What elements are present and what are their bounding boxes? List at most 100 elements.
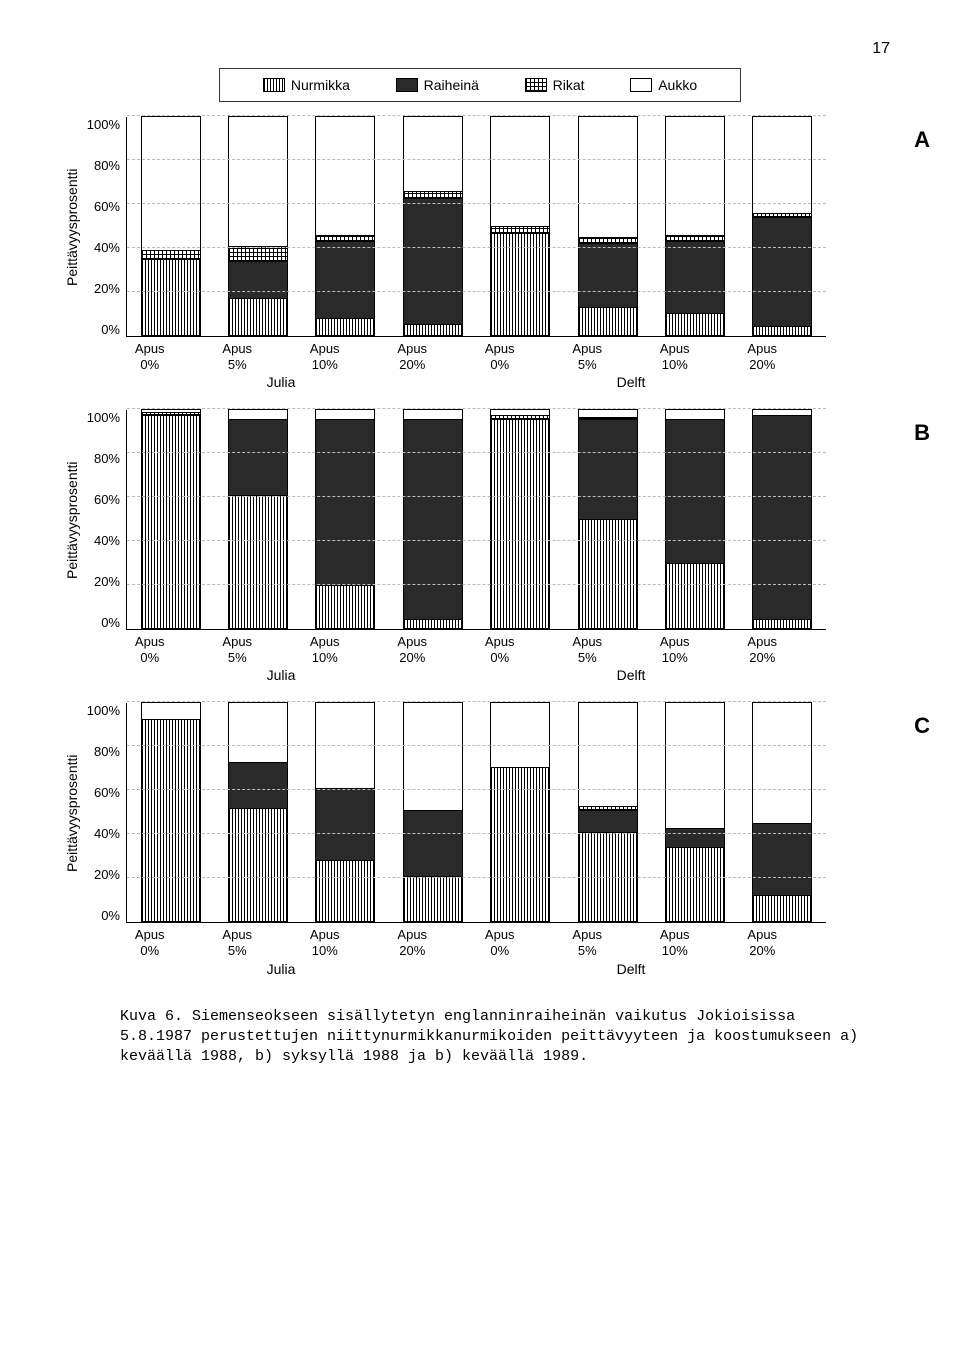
legend-item-aukko: Aukko [630,77,697,93]
segment-nurmikka [753,326,811,335]
stacked-bar [228,702,288,922]
y-tick: 0% [80,615,120,630]
stacked-bar [578,409,638,629]
segment-aukko [142,703,200,718]
segment-raiheina [666,828,724,848]
stacked-bar [141,116,201,336]
segment-aukko [404,410,462,419]
segment-nurmikka [666,563,724,628]
panel-label: B [914,420,930,446]
segment-aukko [491,703,549,766]
bar-group [651,410,738,629]
y-tick: 40% [80,533,120,548]
segment-nurmikka [666,313,724,335]
x-tick-label: Apus0% [106,630,194,665]
stacked-bar [578,702,638,922]
bar-group [302,117,389,336]
y-axis-ticks: 100%80%60%40%20%0% [80,410,126,630]
swatch-raiheina [396,78,418,92]
segment-raiheina [666,241,724,313]
stacked-bar [752,702,812,922]
bar-group [739,117,826,336]
x-tick-label: Apus10% [631,337,719,372]
bar-group [389,117,476,336]
grid-line [127,247,826,248]
stacked-bar [141,702,201,922]
y-tick: 100% [80,117,120,132]
y-tick: 60% [80,785,120,800]
segment-aukko [753,703,811,823]
y-tick: 80% [80,451,120,466]
segment-raiheina [404,198,462,324]
segment-nurmikka [229,808,287,921]
segment-nurmikka [142,259,200,335]
chart-panel-A: APeittävyysprosentti100%80%60%40%20%0%Ap… [30,117,930,390]
bar-group [214,703,301,922]
segment-aukko [404,117,462,191]
stacked-bar [315,409,375,629]
y-tick: 20% [80,574,120,589]
legend-label: Aukko [658,77,697,93]
bar-group [389,703,476,922]
x-tick-label: Apus10% [631,630,719,665]
segment-aukko [666,410,724,419]
y-axis-label: Peittävyysprosentti [60,703,80,923]
stacked-bar [141,409,201,629]
swatch-nurmikka [263,78,285,92]
y-tick: 100% [80,703,120,718]
segment-raiheina [753,415,811,620]
segment-raiheina [229,261,287,298]
x-tick-label: Apus20% [719,630,807,665]
segment-nurmikka [142,415,200,629]
segment-aukko [316,410,374,419]
stacked-bar [315,116,375,336]
segment-aukko [404,703,462,810]
x-tick-label: Apus20% [719,923,807,958]
segment-raiheina [316,419,374,585]
bar-group [651,703,738,922]
legend-item-raiheina: Raiheinä [396,77,479,93]
y-tick: 20% [80,281,120,296]
segment-raiheina [666,419,724,563]
segment-raiheina [753,217,811,326]
x-tick-label: Apus0% [106,923,194,958]
x-tick-label: Apus10% [281,630,369,665]
stacked-bar [665,702,725,922]
legend-item-nurmikka: Nurmikka [263,77,350,93]
segment-raiheina [229,419,287,495]
segment-raiheina [229,762,287,808]
segment-nurmikka [404,324,462,335]
bar-group [127,703,214,922]
y-tick: 40% [80,240,120,255]
subgroup-label: Delft [456,372,806,390]
y-axis-ticks: 100%80%60%40%20%0% [80,117,126,337]
chart-panel-C: CPeittävyysprosentti100%80%60%40%20%0%Ap… [30,703,930,976]
segment-nurmikka [666,847,724,921]
grid-line [127,745,826,746]
segment-nurmikka [229,495,287,628]
page-number: 17 [30,40,930,58]
x-axis-labels: Apus0%Apus5%Apus10%Apus20%Apus0%Apus5%Ap… [106,923,806,958]
segment-rikat [142,250,200,259]
bar-group [564,410,651,629]
plot-area [126,410,826,630]
segment-aukko [229,410,287,419]
segment-nurmikka [316,318,374,335]
x-tick-label: Apus20% [369,630,457,665]
bar-group [477,703,564,922]
stacked-bar [490,702,550,922]
x-tick-label: Apus5% [194,923,282,958]
subgroup-labels: JuliaDelft [106,665,806,683]
grid-line [127,496,826,497]
segment-nurmikka [579,519,637,628]
bar-group [477,117,564,336]
bar-group [651,117,738,336]
segment-nurmikka [404,619,462,628]
segment-nurmikka [753,619,811,628]
y-tick: 20% [80,867,120,882]
grid-line [127,291,826,292]
segment-raiheina [579,243,637,306]
segment-aukko [316,117,374,235]
stacked-bar [403,116,463,336]
grid-line [127,540,826,541]
